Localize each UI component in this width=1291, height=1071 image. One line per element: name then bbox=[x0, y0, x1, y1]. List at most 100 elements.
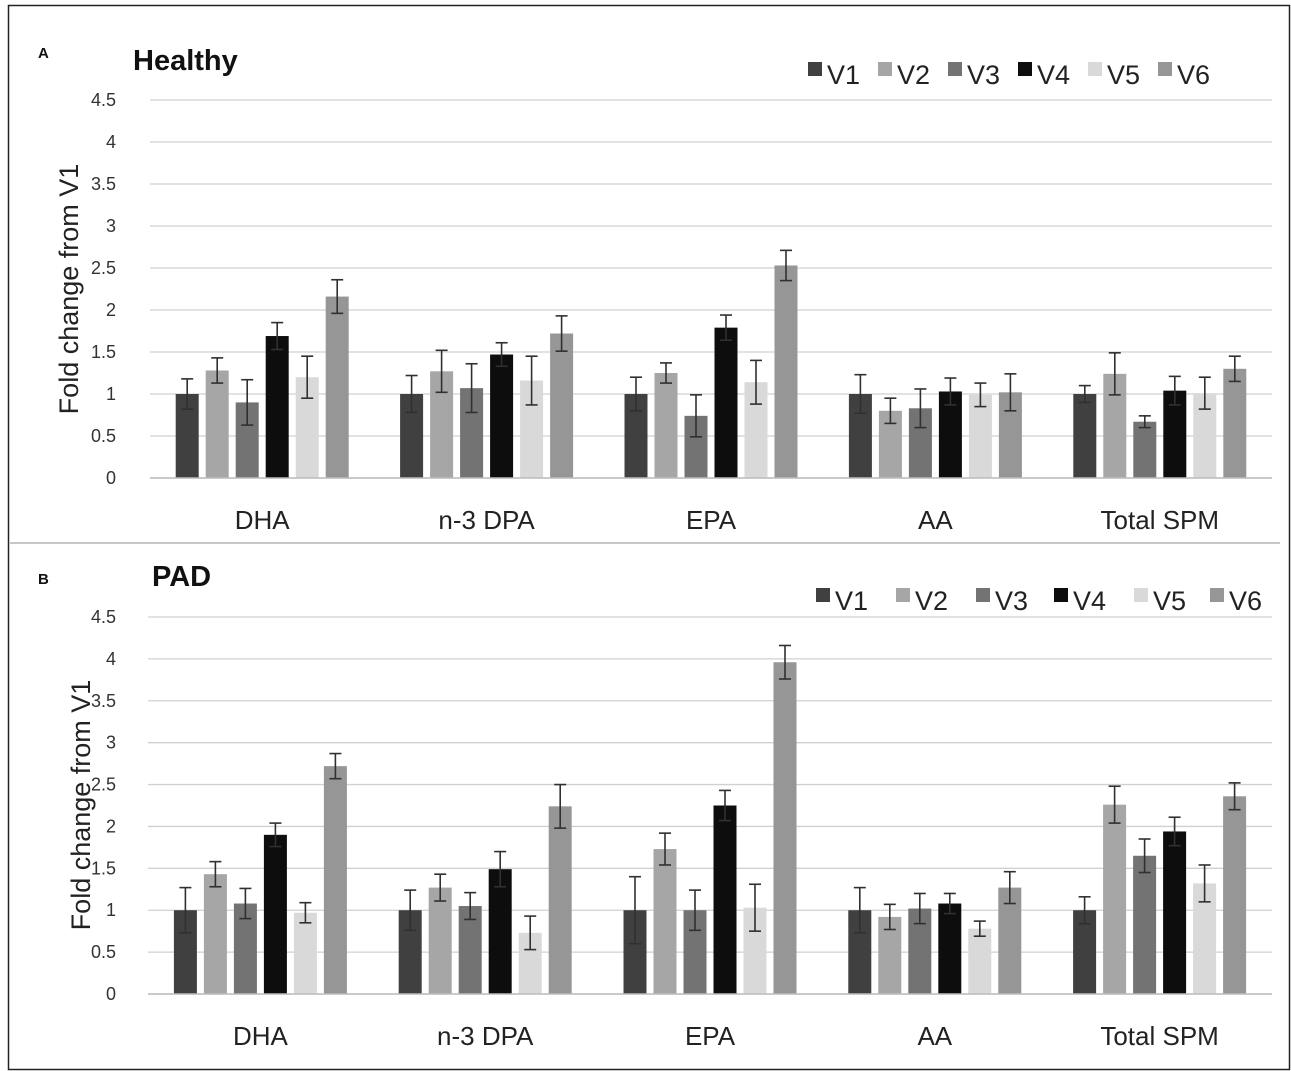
y-tick-label: 2.5 bbox=[91, 775, 116, 795]
y-tick-label: 3 bbox=[106, 216, 116, 236]
bar-v2 bbox=[428, 887, 452, 994]
bar-v5 bbox=[968, 928, 992, 994]
y-axis-label: Fold change from V1 bbox=[66, 680, 96, 931]
legend-swatch bbox=[1134, 588, 1148, 602]
y-tick-label: 3.5 bbox=[91, 691, 116, 711]
legend-label: V6 bbox=[1177, 60, 1210, 90]
legend-swatch bbox=[1054, 588, 1068, 602]
bar-v1 bbox=[1073, 910, 1097, 994]
legend-label: V5 bbox=[1153, 586, 1186, 616]
bar-v6 bbox=[998, 392, 1022, 478]
legend-label: V4 bbox=[1073, 586, 1106, 616]
bar-v5 bbox=[1193, 883, 1217, 994]
bar-v1 bbox=[398, 910, 422, 994]
chart-title: Healthy bbox=[133, 45, 238, 77]
bar-v1 bbox=[173, 910, 197, 994]
bar-v4 bbox=[938, 391, 962, 478]
legend-swatch bbox=[878, 62, 892, 76]
bar-v6 bbox=[1223, 368, 1247, 478]
bar-v2 bbox=[654, 373, 678, 478]
bar-v6 bbox=[325, 296, 349, 478]
legend-swatch bbox=[948, 62, 962, 76]
bar-v6 bbox=[548, 806, 572, 994]
bar-v3 bbox=[683, 910, 707, 994]
y-tick-label: 4 bbox=[106, 649, 116, 669]
bar-v4 bbox=[938, 903, 962, 994]
bar-v3 bbox=[908, 908, 932, 994]
bar-v2 bbox=[878, 916, 902, 994]
bar-v4 bbox=[263, 834, 287, 994]
category-label: Total SPM bbox=[1101, 505, 1220, 535]
bar-v4 bbox=[1163, 390, 1187, 478]
bar-v2 bbox=[1103, 373, 1127, 478]
bar-v3 bbox=[908, 408, 932, 478]
bar-v3 bbox=[235, 402, 259, 478]
legend-swatch bbox=[896, 588, 910, 602]
bar-v5 bbox=[518, 932, 542, 994]
bar-v3 bbox=[684, 415, 708, 478]
bar-v5 bbox=[295, 377, 319, 478]
y-axis-label: Fold change from V1 bbox=[54, 164, 84, 415]
category-label: EPA bbox=[685, 1021, 736, 1051]
legend-label: V5 bbox=[1107, 60, 1140, 90]
y-tick-label: 3 bbox=[106, 733, 116, 753]
legend-swatch bbox=[1210, 588, 1224, 602]
bar-v2 bbox=[1103, 804, 1127, 994]
legend-label: V1 bbox=[827, 60, 860, 90]
bar-v5 bbox=[293, 912, 317, 994]
legend-label: V3 bbox=[967, 60, 1000, 90]
category-label: DHA bbox=[235, 505, 291, 535]
bar-v1 bbox=[848, 910, 872, 994]
legend-label: V2 bbox=[897, 60, 930, 90]
y-tick-label: 2 bbox=[106, 300, 116, 320]
bar-v1 bbox=[400, 394, 424, 478]
y-tick-label: 1 bbox=[106, 384, 116, 404]
y-tick-label: 3.5 bbox=[91, 174, 116, 194]
bar-v6 bbox=[323, 766, 347, 994]
legend-swatch bbox=[1158, 62, 1172, 76]
bar-v2 bbox=[430, 371, 454, 478]
legend-swatch bbox=[816, 588, 830, 602]
bar-v6 bbox=[774, 265, 798, 478]
bar-v4 bbox=[265, 336, 289, 478]
y-tick-label: 1.5 bbox=[91, 342, 116, 362]
panel-a: A Healthy 0 0.5 1 1.5 2 2.5 3 3.5 4 4.5 Fold change … bbox=[38, 45, 1272, 535]
bar-v4 bbox=[1163, 831, 1187, 994]
y-tick-label: 0.5 bbox=[91, 942, 116, 962]
category-label: n-3 DPA bbox=[437, 1021, 534, 1051]
legend-label: V4 bbox=[1037, 60, 1070, 90]
legend-swatch bbox=[976, 588, 990, 602]
legend-label: V6 bbox=[1229, 586, 1262, 616]
bar-v2 bbox=[878, 410, 902, 478]
y-tick-label: 1 bbox=[106, 900, 116, 920]
bar-v5 bbox=[744, 382, 768, 478]
bar-v3 bbox=[233, 903, 257, 994]
category-label: n-3 DPA bbox=[438, 505, 535, 535]
bar-v1 bbox=[624, 394, 648, 478]
bar-v6 bbox=[998, 887, 1022, 994]
panel-b: B PAD 0 0.5 1 1.5 2 2.5 3 3.5 4 4.5 Fold change from… bbox=[38, 561, 1272, 1051]
category-label: AA bbox=[918, 505, 953, 535]
bar-v2 bbox=[205, 370, 229, 478]
y-tick-label: 0 bbox=[106, 984, 116, 1004]
legend-swatch bbox=[1088, 62, 1102, 76]
legend-label: V3 bbox=[995, 586, 1028, 616]
bar-v1 bbox=[1073, 394, 1097, 478]
bar-v4 bbox=[490, 354, 514, 478]
y-tick-label: 4.5 bbox=[91, 90, 116, 110]
category-label: EPA bbox=[686, 505, 737, 535]
panel-letter: A bbox=[38, 45, 49, 62]
legend-label: V1 bbox=[835, 586, 868, 616]
y-tick-label: 4 bbox=[106, 132, 116, 152]
bar-v4 bbox=[714, 327, 738, 478]
category-label: Total SPM bbox=[1100, 1021, 1219, 1051]
bar-v3 bbox=[1133, 855, 1157, 994]
bar-v4 bbox=[488, 869, 512, 994]
bar-v2 bbox=[653, 849, 677, 994]
legend-swatch bbox=[1018, 62, 1032, 76]
y-tick-label: 0 bbox=[106, 468, 116, 488]
y-tick-label: 0.5 bbox=[91, 426, 116, 446]
bar-v3 bbox=[1133, 421, 1157, 478]
